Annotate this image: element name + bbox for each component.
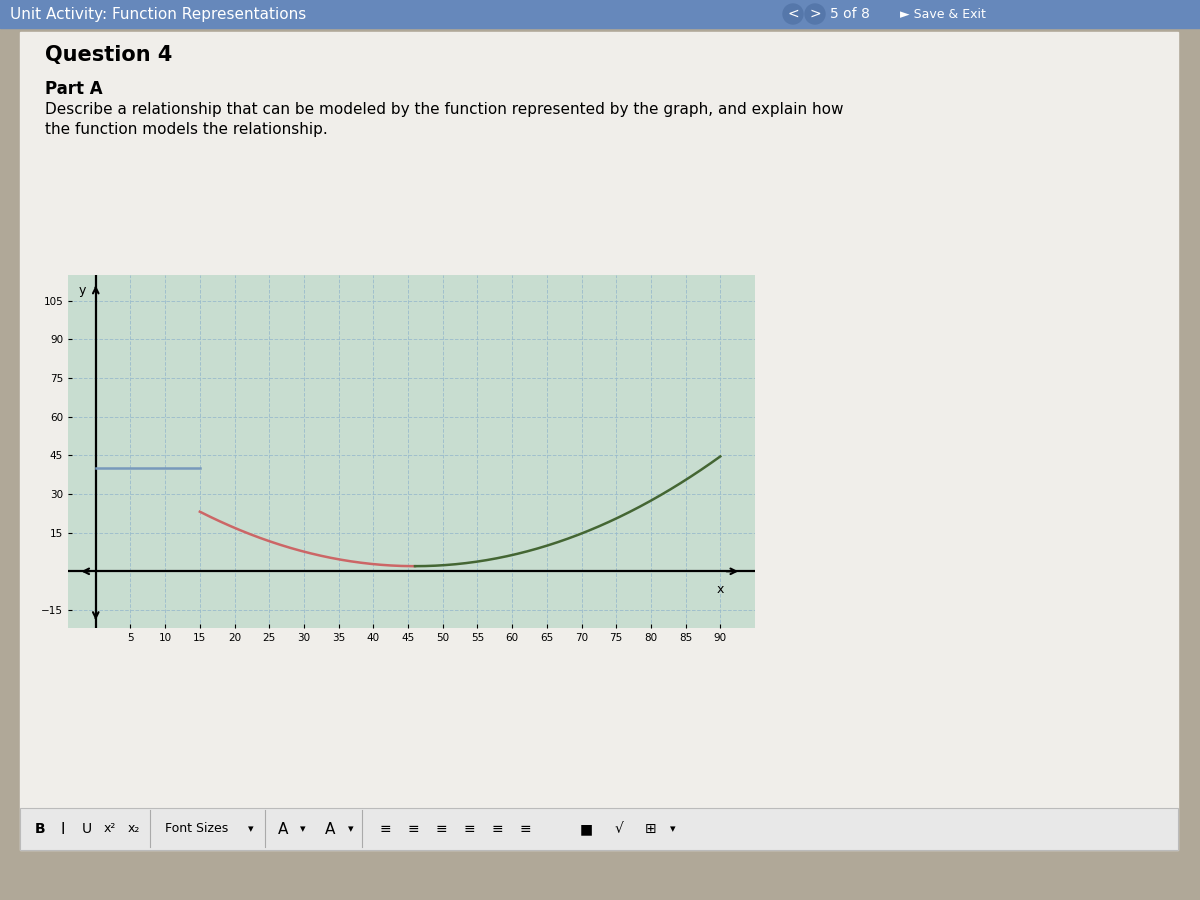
Text: 5 of 8: 5 of 8 [830,7,870,21]
Text: ≡: ≡ [380,822,391,836]
Bar [20,808,1178,850]
Text: Font Sizes: Font Sizes [166,823,228,835]
Text: x²: x² [104,823,116,835]
Text: A: A [278,822,288,836]
Text: ▾: ▾ [348,824,354,834]
Text: ► Save & Exit: ► Save & Exit [900,7,986,21]
Text: ⊞: ⊞ [646,822,656,836]
Text: ▾: ▾ [670,824,676,834]
Text: Unit Activity: Function Representations: Unit Activity: Function Representations [10,6,306,22]
Text: Part A: Part A [46,80,103,98]
Text: ■: ■ [580,822,593,836]
Text: ≡: ≡ [464,822,475,836]
Circle shape [784,4,803,24]
Text: y: y [78,284,85,297]
Text: ≡: ≡ [436,822,448,836]
Text: ≡: ≡ [492,822,504,836]
Text: ▾: ▾ [248,824,253,834]
Text: ≡: ≡ [520,822,532,836]
Text: >: > [809,7,821,21]
Text: ▾: ▾ [300,824,306,834]
Text: x: x [716,583,724,596]
Text: U: U [82,822,92,836]
Circle shape [805,4,826,24]
Bar [0,0,1200,28]
Text: I: I [60,822,65,836]
Text: ≡: ≡ [408,822,420,836]
Text: √: √ [616,822,624,836]
Text: Describe a relationship that can be modeled by the function represented by the g: Describe a relationship that can be mode… [46,102,844,117]
Text: the function models the relationship.: the function models the relationship. [46,122,328,137]
Text: Question 4: Question 4 [46,45,173,65]
Text: x₂: x₂ [128,823,140,835]
Text: <: < [787,7,799,21]
Text: B: B [35,822,46,836]
Text: A: A [325,822,335,836]
